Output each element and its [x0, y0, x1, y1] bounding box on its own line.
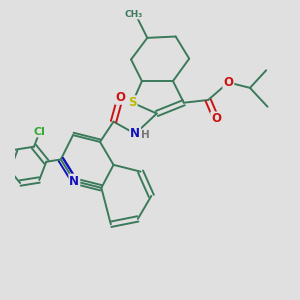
Text: N: N [69, 175, 79, 188]
Text: S: S [128, 96, 137, 109]
Text: O: O [211, 112, 221, 125]
Text: O: O [224, 76, 233, 89]
Text: CH₃: CH₃ [124, 10, 142, 19]
Text: Cl: Cl [34, 127, 46, 136]
Text: O: O [115, 91, 125, 104]
Text: N: N [130, 127, 140, 140]
Text: H: H [141, 130, 150, 140]
